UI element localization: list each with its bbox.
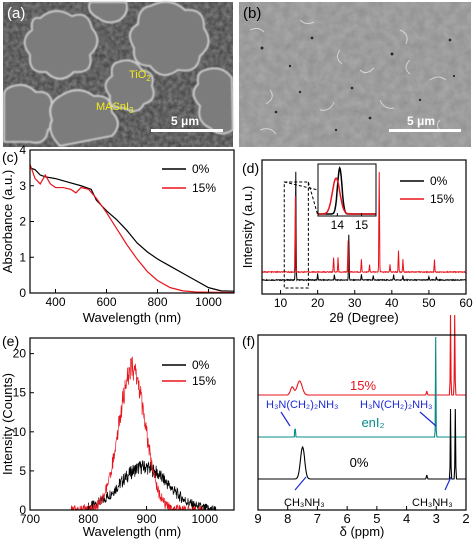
xrd-legend-label: 0% <box>430 174 448 188</box>
pl-frame <box>29 337 235 511</box>
xrd-legend-label: 15% <box>430 192 454 206</box>
absorbance-ytick-label: 4 <box>19 143 26 157</box>
absorbance-xtick-label: 400 <box>45 295 65 309</box>
pl-series-1 <box>70 356 205 512</box>
pl-ytick-label: 10 <box>13 425 27 439</box>
xrd-inset-series-0 <box>318 166 376 215</box>
xrd-xtick-label: 60 <box>459 296 473 310</box>
absorbance-ytick-label: 2 <box>19 215 26 229</box>
nmr-xtick-label: 6 <box>344 511 351 526</box>
grain-boundaries <box>249 19 447 135</box>
nmr-annotations: 15% H₃N(CH₂)₂NH₃ H₃N(CH₂)₂NH₃ enI₂ 0% CH… <box>266 378 453 509</box>
xrd-xtick-label: 10 <box>274 296 288 310</box>
eni2-label: enI₂ <box>361 415 384 430</box>
xrd-series-0 <box>261 171 466 282</box>
xrd-frame <box>261 159 467 295</box>
nmr-xtick-label: 3 <box>433 511 440 526</box>
xrd-xtick-label: 40 <box>385 296 399 310</box>
scale-bar-label-a: 5 μm <box>171 114 199 128</box>
nmr-label-15: 15% <box>350 378 376 393</box>
xrd-xlabel: 2θ (Degree) <box>329 310 398 325</box>
nmr-trace-0 <box>258 408 466 480</box>
panel-a-sem: (a) TiO2 MASnI3 5 μm <box>3 1 234 147</box>
nmr-xtick-label: 2 <box>462 511 469 526</box>
panel-label-c: (c) <box>2 149 18 165</box>
panel-label-f: (f) <box>242 333 255 349</box>
absorbance-series-1 <box>29 164 235 294</box>
pl-ytick-label: 0 <box>19 503 26 517</box>
absorbance-ytick-label: 1 <box>19 250 26 264</box>
chart-absorbance: 400 600 800 1000 0 1 2 3 4 Wavelength (nm) Absorba… <box>0 143 235 325</box>
absorbance-ytick-label: 0 <box>19 286 26 300</box>
absorbance-legend-label: 0% <box>192 162 210 176</box>
xrd-zoom-box <box>283 181 309 289</box>
pl-legend-label: 15% <box>192 374 216 388</box>
nmr-xtick-label: 9 <box>254 511 261 526</box>
xrd-series-1 <box>261 171 466 274</box>
perovskite-flake-grains <box>3 1 234 147</box>
absorbance-series-0 <box>29 167 235 292</box>
panel-b-sem: (b) 5 μm <box>239 2 471 147</box>
ma-arrow-right <box>444 476 452 491</box>
xrd-xtick-label: 30 <box>348 296 362 310</box>
xrd-zoom-connector <box>284 181 319 191</box>
ma-arrow-left <box>294 476 307 491</box>
absorbance-xtick-label: 600 <box>96 295 116 309</box>
ma-formula-right: CH₃NH₃ <box>412 497 453 509</box>
en-formula-left: H₃N(CH₂)₂NH₃ <box>266 399 339 411</box>
absorbance-ylabel: Absorbance (a.u.) <box>0 170 15 273</box>
tio2-label: TiO2 <box>129 69 151 83</box>
xrd-ylabel: Intensity (a.u.) <box>240 186 255 268</box>
xrd-inset-tick-label: 14 <box>331 218 345 232</box>
scale-bar-label-b: 5 μm <box>407 114 435 128</box>
xrd-inset-series-1 <box>318 177 376 215</box>
pl-xtick-label: 900 <box>137 512 157 526</box>
panel-label-e: (e) <box>2 333 19 349</box>
masni3-label: MASnI3 <box>96 101 134 115</box>
chart-xrd: 14 15 10 20 30 40 50 60 2θ (Degree) Intensity (a.… <box>240 159 473 325</box>
nmr-xlabel: δ (ppm) <box>340 524 385 539</box>
pl-ytick-label: 15 <box>13 386 27 400</box>
pinholes <box>260 36 456 132</box>
chart-nmr: 9 8 7 6 5 4 3 2 δ (ppm) <box>254 314 470 539</box>
scale-bar-a <box>151 129 223 132</box>
ma-formula-left: CH₃NH₃ <box>284 497 325 509</box>
panel-label-d: (d) <box>242 160 259 176</box>
absorbance-legend-label: 15% <box>192 181 216 195</box>
xrd-inset-frame <box>317 163 377 217</box>
pl-xtick-label: 800 <box>78 512 98 526</box>
en-arrow-right <box>419 411 437 427</box>
panel-label-a: (a) <box>7 5 25 22</box>
pl-xlabel: Wavelength (nm) <box>83 524 182 539</box>
absorbance-xlabel: Wavelength (nm) <box>83 310 182 325</box>
pl-ylabel: Intensity (Counts) <box>0 373 15 475</box>
absorbance-ytick-label: 3 <box>19 179 26 193</box>
absorbance-xtick-label: 1000 <box>195 295 222 309</box>
nmr-trace-eni2 <box>258 336 466 438</box>
nmr-frame <box>257 334 467 511</box>
xrd-zoom-connector <box>307 181 319 217</box>
nmr-xtick-label: 5 <box>373 511 380 526</box>
pl-xtick-label: 700 <box>20 512 40 526</box>
xrd-xtick-label: 20 <box>311 296 325 310</box>
scale-bar-b <box>389 129 461 132</box>
pl-legend-label: 0% <box>192 358 210 372</box>
absorbance-xtick-label: 800 <box>147 295 167 309</box>
nmr-label-0: 0% <box>350 455 369 470</box>
nmr-trace-15 <box>258 314 466 396</box>
nmr-xtick-label: 7 <box>314 511 321 526</box>
chart-photoluminescence: 700 800 900 1000 0 5 10 15 20 Wavelength (nm) Inte… <box>0 337 235 539</box>
nmr-xtick-label: 4 <box>403 511 410 526</box>
pl-xtick-label: 1000 <box>192 512 219 526</box>
xrd-xtick-label: 50 <box>422 296 436 310</box>
pl-ytick-label: 5 <box>19 464 26 478</box>
panel-label-b: (b) <box>243 5 261 22</box>
en-formula-right: H₃N(CH₂)₂NH₃ <box>360 399 433 411</box>
en-arrow-left <box>280 411 291 427</box>
pl-ytick-label: 20 <box>13 347 27 361</box>
xrd-inset-tick-label: 15 <box>355 218 369 232</box>
nmr-xtick-label: 8 <box>284 511 291 526</box>
